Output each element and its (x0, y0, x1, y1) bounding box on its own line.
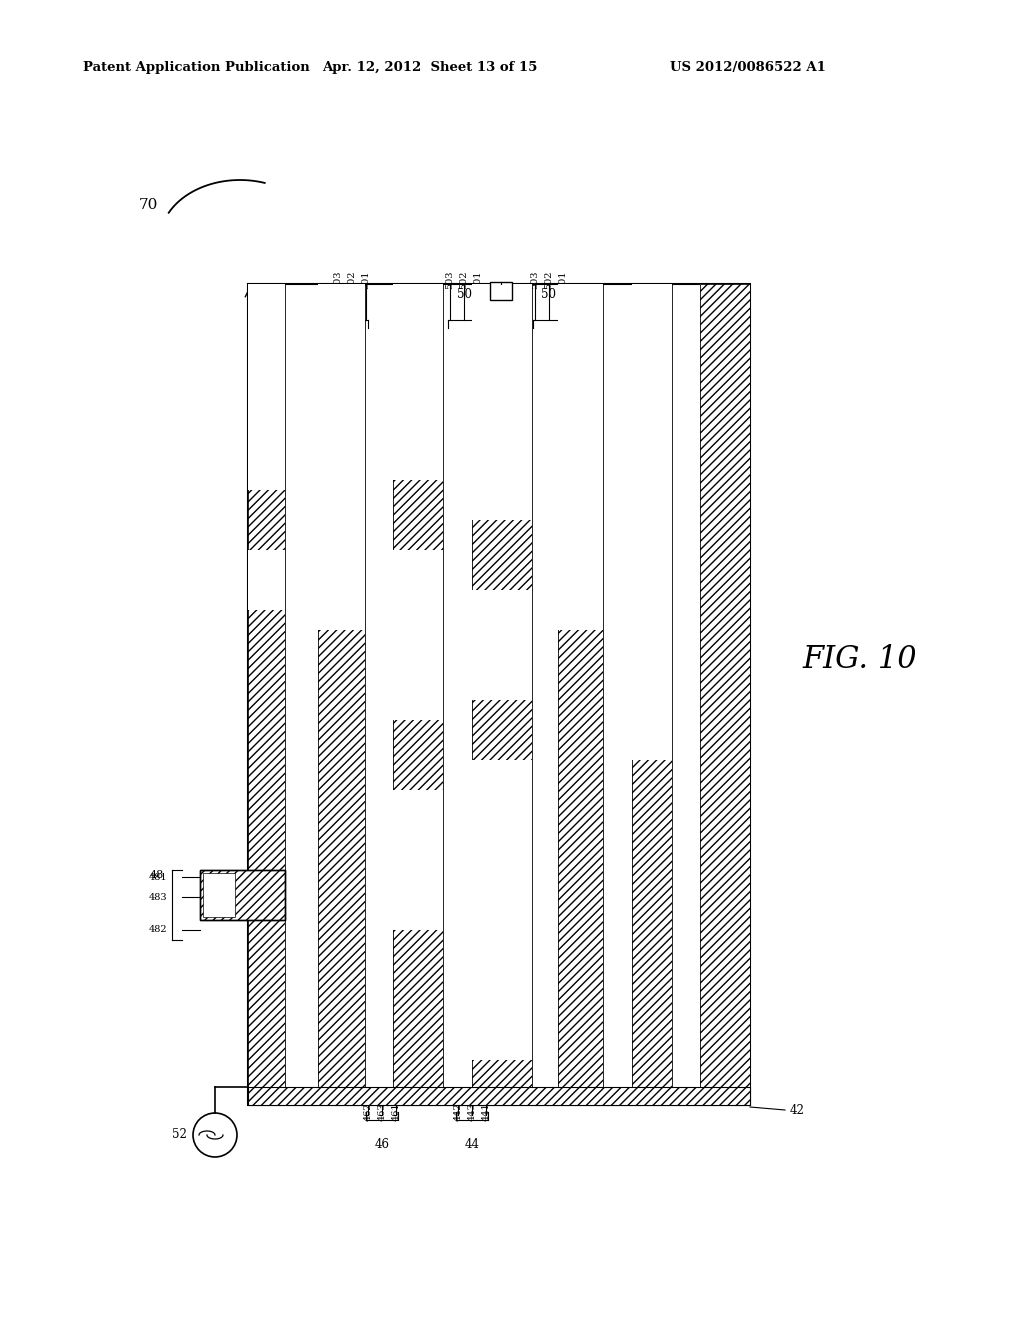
Text: 48: 48 (150, 870, 164, 880)
Bar (490, 282, 512, 300)
Text: 502: 502 (347, 271, 356, 289)
Bar (472, 284, 532, 1105)
Bar (203, 873, 234, 917)
Text: 50: 50 (542, 289, 556, 301)
Text: 501: 501 (558, 271, 567, 289)
Text: 502: 502 (460, 271, 469, 289)
Text: 502: 502 (545, 271, 554, 289)
Bar (200, 870, 285, 920)
Text: 52: 52 (172, 1129, 187, 1142)
Bar (558, 284, 603, 1105)
Text: 42: 42 (790, 1104, 805, 1117)
Bar (318, 284, 365, 1105)
Text: 443: 443 (468, 1102, 476, 1121)
Bar (248, 1086, 750, 1105)
Bar (393, 284, 443, 480)
Text: 503: 503 (530, 271, 540, 289)
Bar (393, 550, 443, 719)
Bar (393, 284, 443, 1105)
Bar (248, 284, 285, 1105)
Text: 441: 441 (481, 1102, 490, 1121)
Bar (558, 284, 603, 630)
Text: 70: 70 (138, 198, 158, 213)
Bar (248, 284, 285, 1105)
Bar (200, 870, 285, 920)
Text: 50: 50 (457, 289, 471, 301)
Text: 501: 501 (473, 271, 482, 289)
Bar (393, 284, 443, 1105)
Text: 481: 481 (148, 873, 167, 882)
Bar (558, 284, 603, 1105)
Text: 501: 501 (361, 271, 371, 289)
Bar (472, 284, 532, 520)
Bar (472, 590, 532, 700)
Bar (632, 284, 672, 1105)
Text: 54: 54 (514, 285, 529, 297)
Bar (632, 284, 672, 1105)
Text: 482: 482 (148, 925, 167, 935)
Text: Apr. 12, 2012  Sheet 13 of 15: Apr. 12, 2012 Sheet 13 of 15 (323, 62, 538, 74)
Bar (700, 284, 750, 1105)
Text: 461: 461 (391, 1102, 400, 1121)
Text: US 2012/0086522 A1: US 2012/0086522 A1 (670, 62, 826, 74)
Text: 503: 503 (334, 271, 342, 289)
Bar (248, 550, 285, 610)
Bar (632, 284, 672, 760)
Text: 50: 50 (344, 289, 359, 301)
Bar (393, 789, 443, 931)
Text: 503: 503 (445, 271, 455, 289)
Bar (318, 284, 365, 630)
Bar (318, 284, 365, 1105)
Bar (472, 284, 532, 1105)
Text: 462: 462 (364, 1102, 373, 1121)
Bar (248, 1086, 750, 1105)
Text: 442: 442 (454, 1102, 463, 1121)
Bar (248, 284, 285, 490)
Text: FIG. 10: FIG. 10 (803, 644, 918, 676)
Bar (248, 284, 750, 1105)
Text: 483: 483 (148, 892, 167, 902)
Text: 44: 44 (465, 1138, 479, 1151)
Text: 463: 463 (378, 1102, 386, 1121)
Bar (472, 760, 532, 1060)
Text: 46: 46 (375, 1138, 389, 1151)
Bar (700, 284, 750, 1105)
Text: Patent Application Publication: Patent Application Publication (83, 62, 309, 74)
